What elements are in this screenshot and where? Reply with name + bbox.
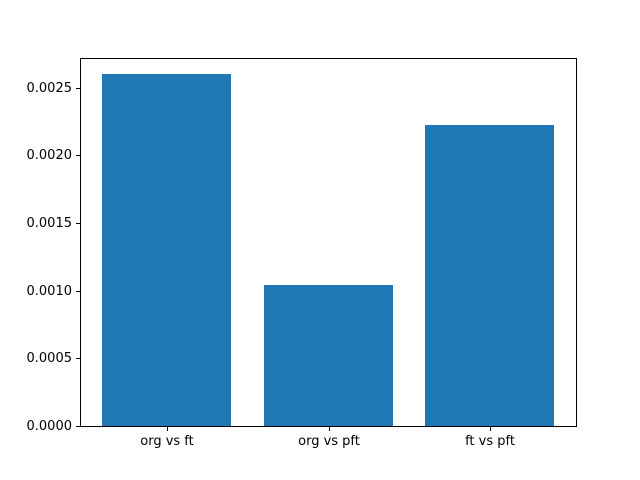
y-tick-mark bbox=[76, 426, 80, 427]
y-tick-mark bbox=[76, 291, 80, 292]
x-tick-mark bbox=[329, 427, 330, 431]
y-tick-label: 0.0010 bbox=[26, 284, 73, 299]
x-tick-label: org vs pft bbox=[298, 434, 360, 449]
y-tick-mark bbox=[76, 358, 80, 359]
y-tick-label: 0.0020 bbox=[26, 148, 73, 163]
y-tick-label: 0.0000 bbox=[26, 419, 73, 434]
x-tick-mark bbox=[167, 427, 168, 431]
y-tick-mark bbox=[76, 155, 80, 156]
y-tick-label: 0.0015 bbox=[26, 216, 73, 231]
x-tick-label: ft vs pft bbox=[465, 434, 515, 449]
y-tick-label: 0.0025 bbox=[26, 81, 73, 96]
y-tick-mark bbox=[76, 223, 80, 224]
bar-org-vs-pft bbox=[264, 285, 393, 427]
x-tick-label: org vs ft bbox=[140, 434, 194, 449]
x-tick-mark bbox=[490, 427, 491, 431]
bar-org-vs-ft bbox=[102, 74, 231, 427]
y-tick-mark bbox=[76, 88, 80, 89]
y-tick-label: 0.0005 bbox=[26, 351, 73, 366]
bar-ft-vs-pft bbox=[425, 125, 554, 427]
